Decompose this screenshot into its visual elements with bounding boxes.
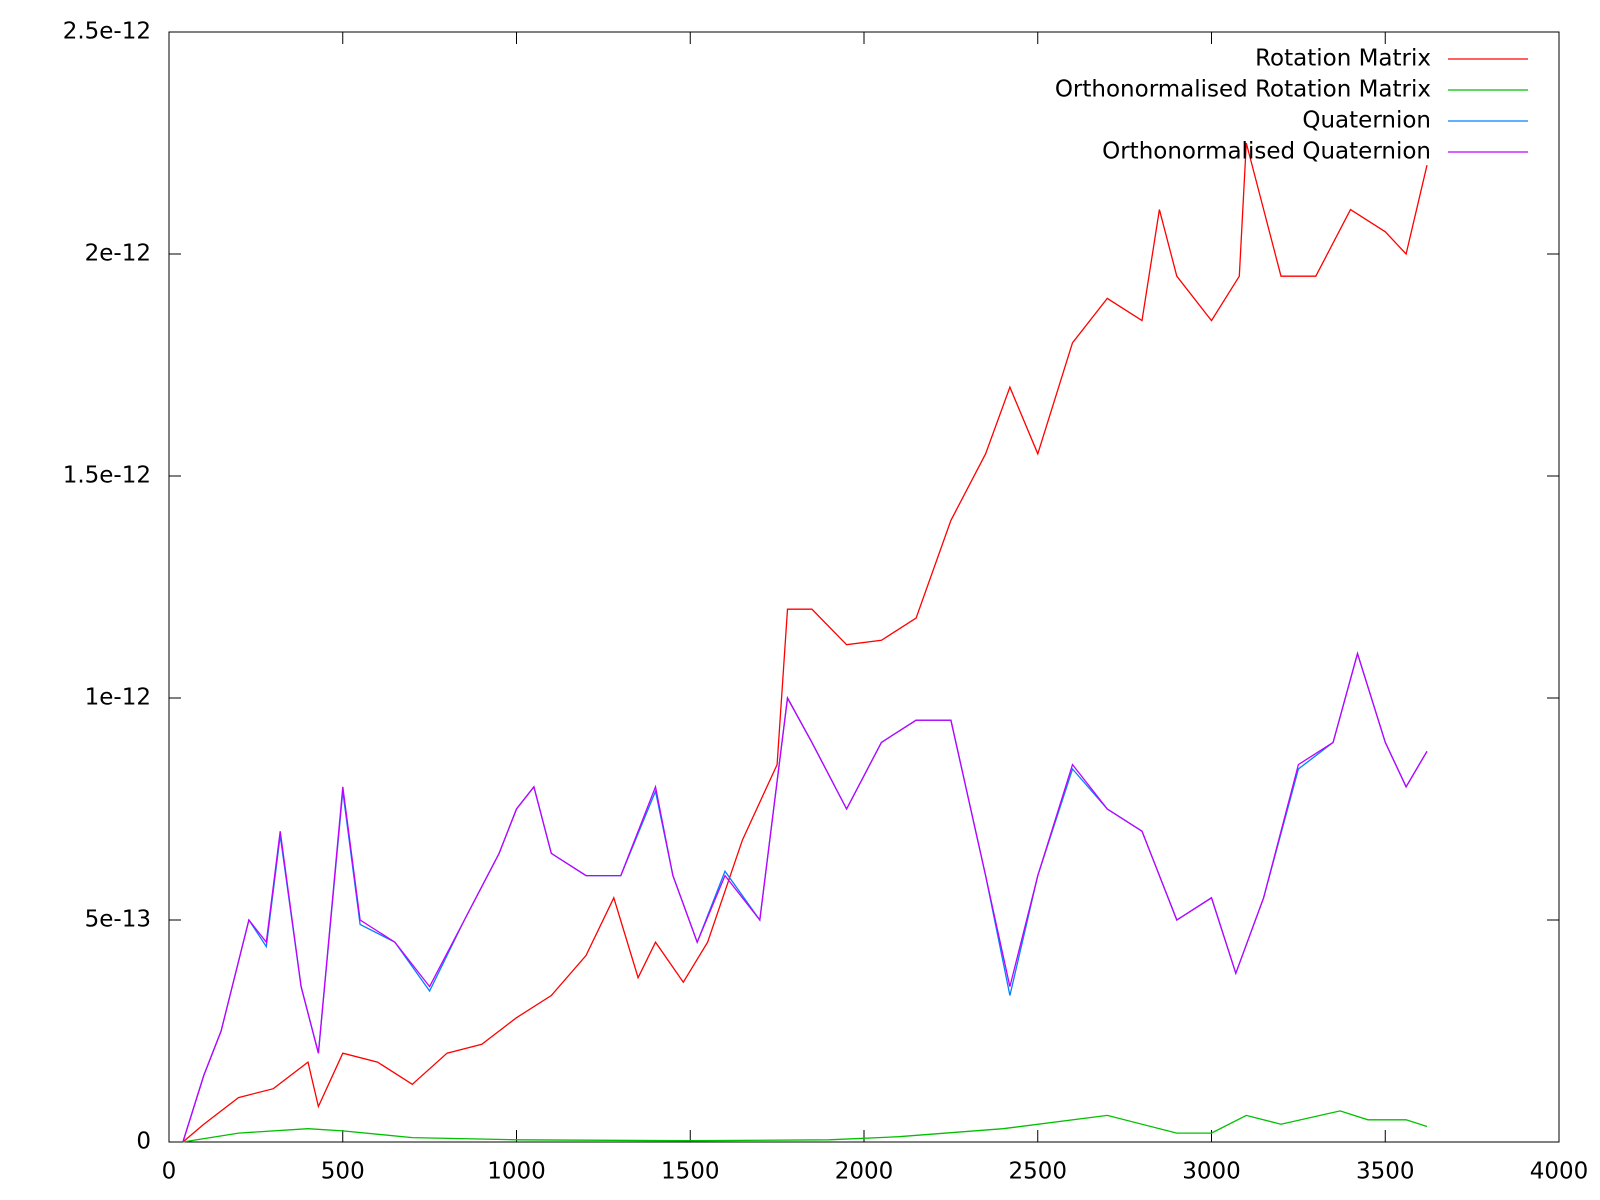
x-tick-label: 500 [321, 1159, 365, 1185]
x-tick-label: 0 [162, 1159, 177, 1185]
legend-label: Rotation Matrix [1255, 46, 1431, 72]
x-tick-label: 4000 [1530, 1159, 1589, 1185]
x-tick-label: 1500 [661, 1159, 720, 1185]
legend-label: Orthonormalised Rotation Matrix [1055, 77, 1431, 103]
x-tick-label: 2500 [1008, 1159, 1067, 1185]
series-line [182, 651, 1428, 1143]
x-tick-label: 3500 [1356, 1159, 1415, 1185]
y-tick-label: 2.5e-12 [63, 19, 151, 45]
x-tick-label: 2000 [835, 1159, 894, 1185]
y-tick-label: 1e-12 [85, 685, 151, 711]
series-line [182, 142, 1428, 1143]
y-tick-label: 0 [136, 1129, 151, 1155]
plot-border [168, 31, 1560, 1143]
legend-label: Quaternion [1302, 108, 1431, 134]
y-tick-label: 1.5e-12 [63, 463, 151, 489]
x-tick-label: 1000 [487, 1159, 546, 1185]
series-line [182, 1110, 1428, 1143]
series-line [182, 651, 1428, 1143]
y-tick-label: 5e-13 [85, 907, 151, 933]
x-tick-label: 3000 [1182, 1159, 1241, 1185]
legend-label: Orthonormalised Quaternion [1102, 139, 1431, 165]
y-tick-label: 2e-12 [85, 241, 151, 267]
